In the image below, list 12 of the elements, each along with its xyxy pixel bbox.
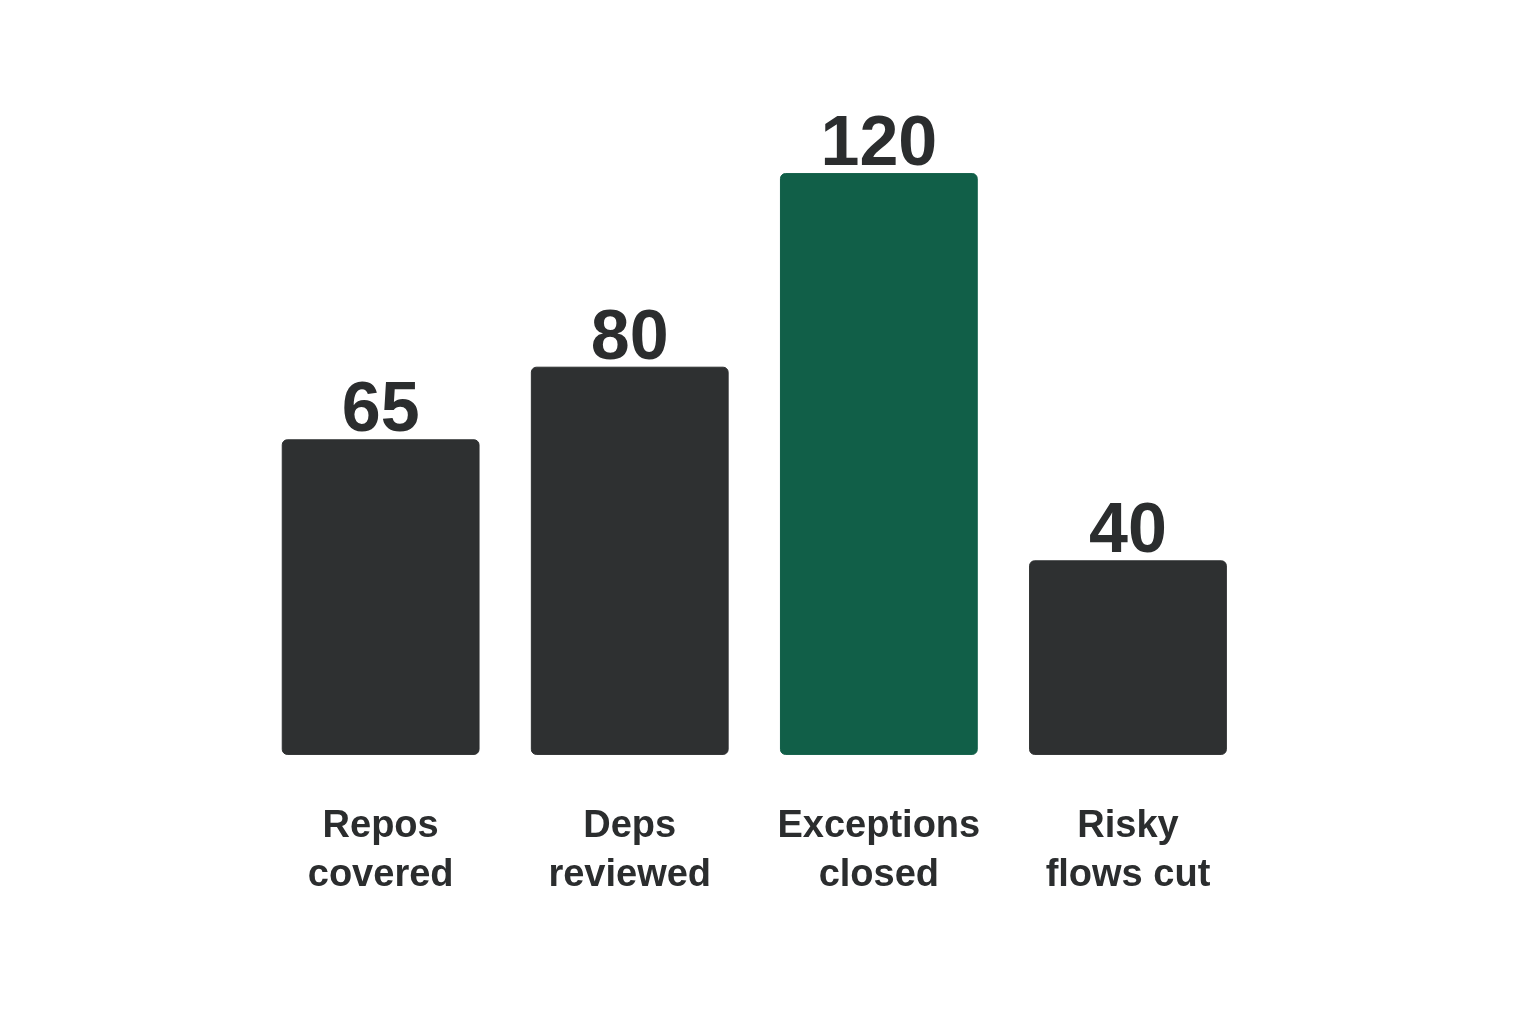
bar [281, 439, 480, 755]
bar [1029, 560, 1227, 755]
category-label: Exceptions closed [777, 803, 981, 895]
bar [779, 173, 978, 755]
data-label: 40 [1089, 489, 1167, 568]
category-label: Risky flows cut [1045, 803, 1211, 895]
category-label: Deps reviewed [548, 803, 712, 895]
bar [530, 366, 729, 755]
data-label: 65 [341, 368, 420, 447]
category-label: Repos covered [307, 803, 454, 895]
data-label: 80 [590, 295, 669, 374]
data-label: 120 [820, 102, 938, 181]
